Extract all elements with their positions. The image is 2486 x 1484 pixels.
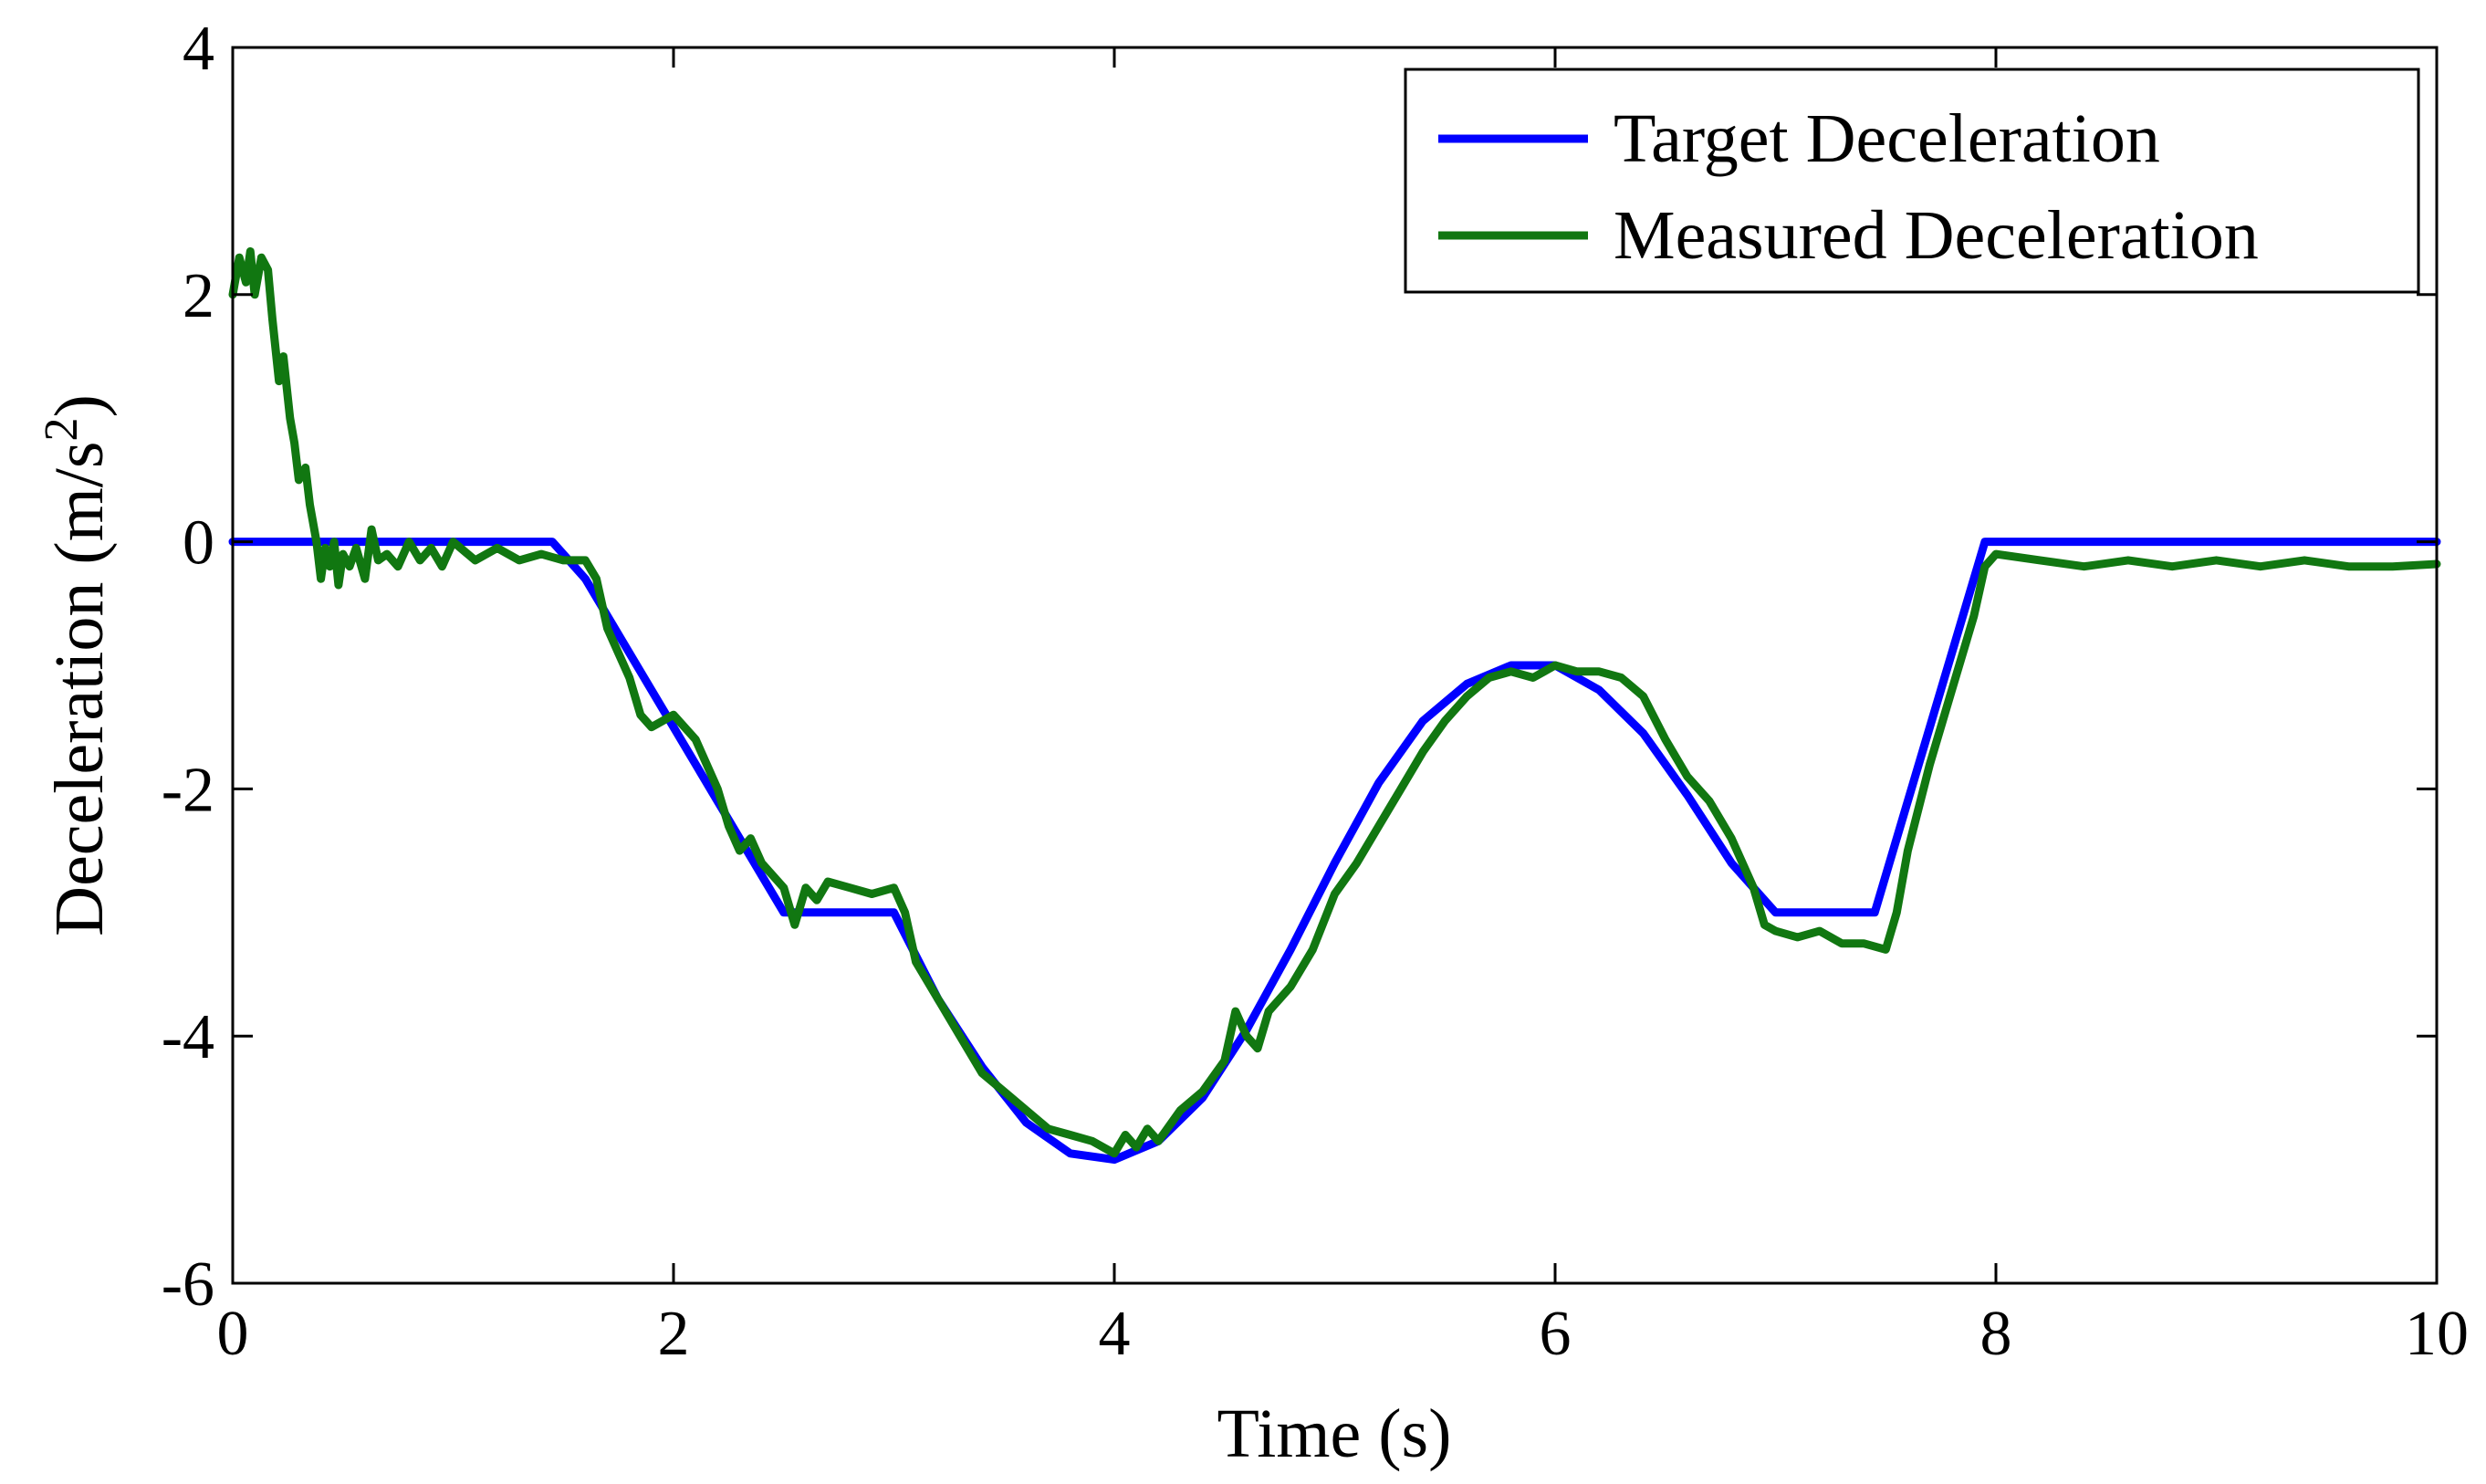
ticks-layer: 0 2 4 6 8 10 -6 -4 -2 0 2 4 <box>162 14 2469 1369</box>
x-tick-label-5: 10 <box>2405 1299 2469 1369</box>
x-axis-title: Time (s) <box>1217 1395 1452 1472</box>
y-tick-label-0: -6 <box>162 1249 214 1320</box>
y-tick-label-3: 0 <box>183 508 214 579</box>
y-axis-title-superscript: 2 <box>36 417 88 441</box>
legend-box <box>1404 68 2420 294</box>
x-tick-label-0: 0 <box>217 1299 249 1369</box>
x-tick-label-1: 2 <box>658 1299 690 1369</box>
x-tick-label-2: 4 <box>1099 1299 1131 1369</box>
series-line-measured-deceleration <box>228 246 2441 1158</box>
y-axis-title-main: Deceleration (m/s <box>41 441 118 935</box>
y-tick-label-2: -2 <box>162 755 214 825</box>
y-axis-title: Deceleration (m/s2) <box>36 394 118 936</box>
y-tick-label-5: 4 <box>183 14 214 84</box>
y-tick-label-1: -4 <box>162 1002 214 1072</box>
legend: Target Deceleration Measured Deceleratio… <box>1404 68 2420 294</box>
y-tick-label-4: 2 <box>183 261 214 331</box>
legend-label-measured: Measured Deceleration <box>1614 197 2259 274</box>
x-tick-label-3: 6 <box>1540 1299 1572 1369</box>
x-tick-label-4: 8 <box>1980 1299 2012 1369</box>
y-axis-title-close: ) <box>41 394 118 417</box>
legend-label-target: Target Deceleration <box>1614 100 2160 177</box>
series-layer <box>228 246 2441 1165</box>
plot-frame <box>231 46 2439 1285</box>
